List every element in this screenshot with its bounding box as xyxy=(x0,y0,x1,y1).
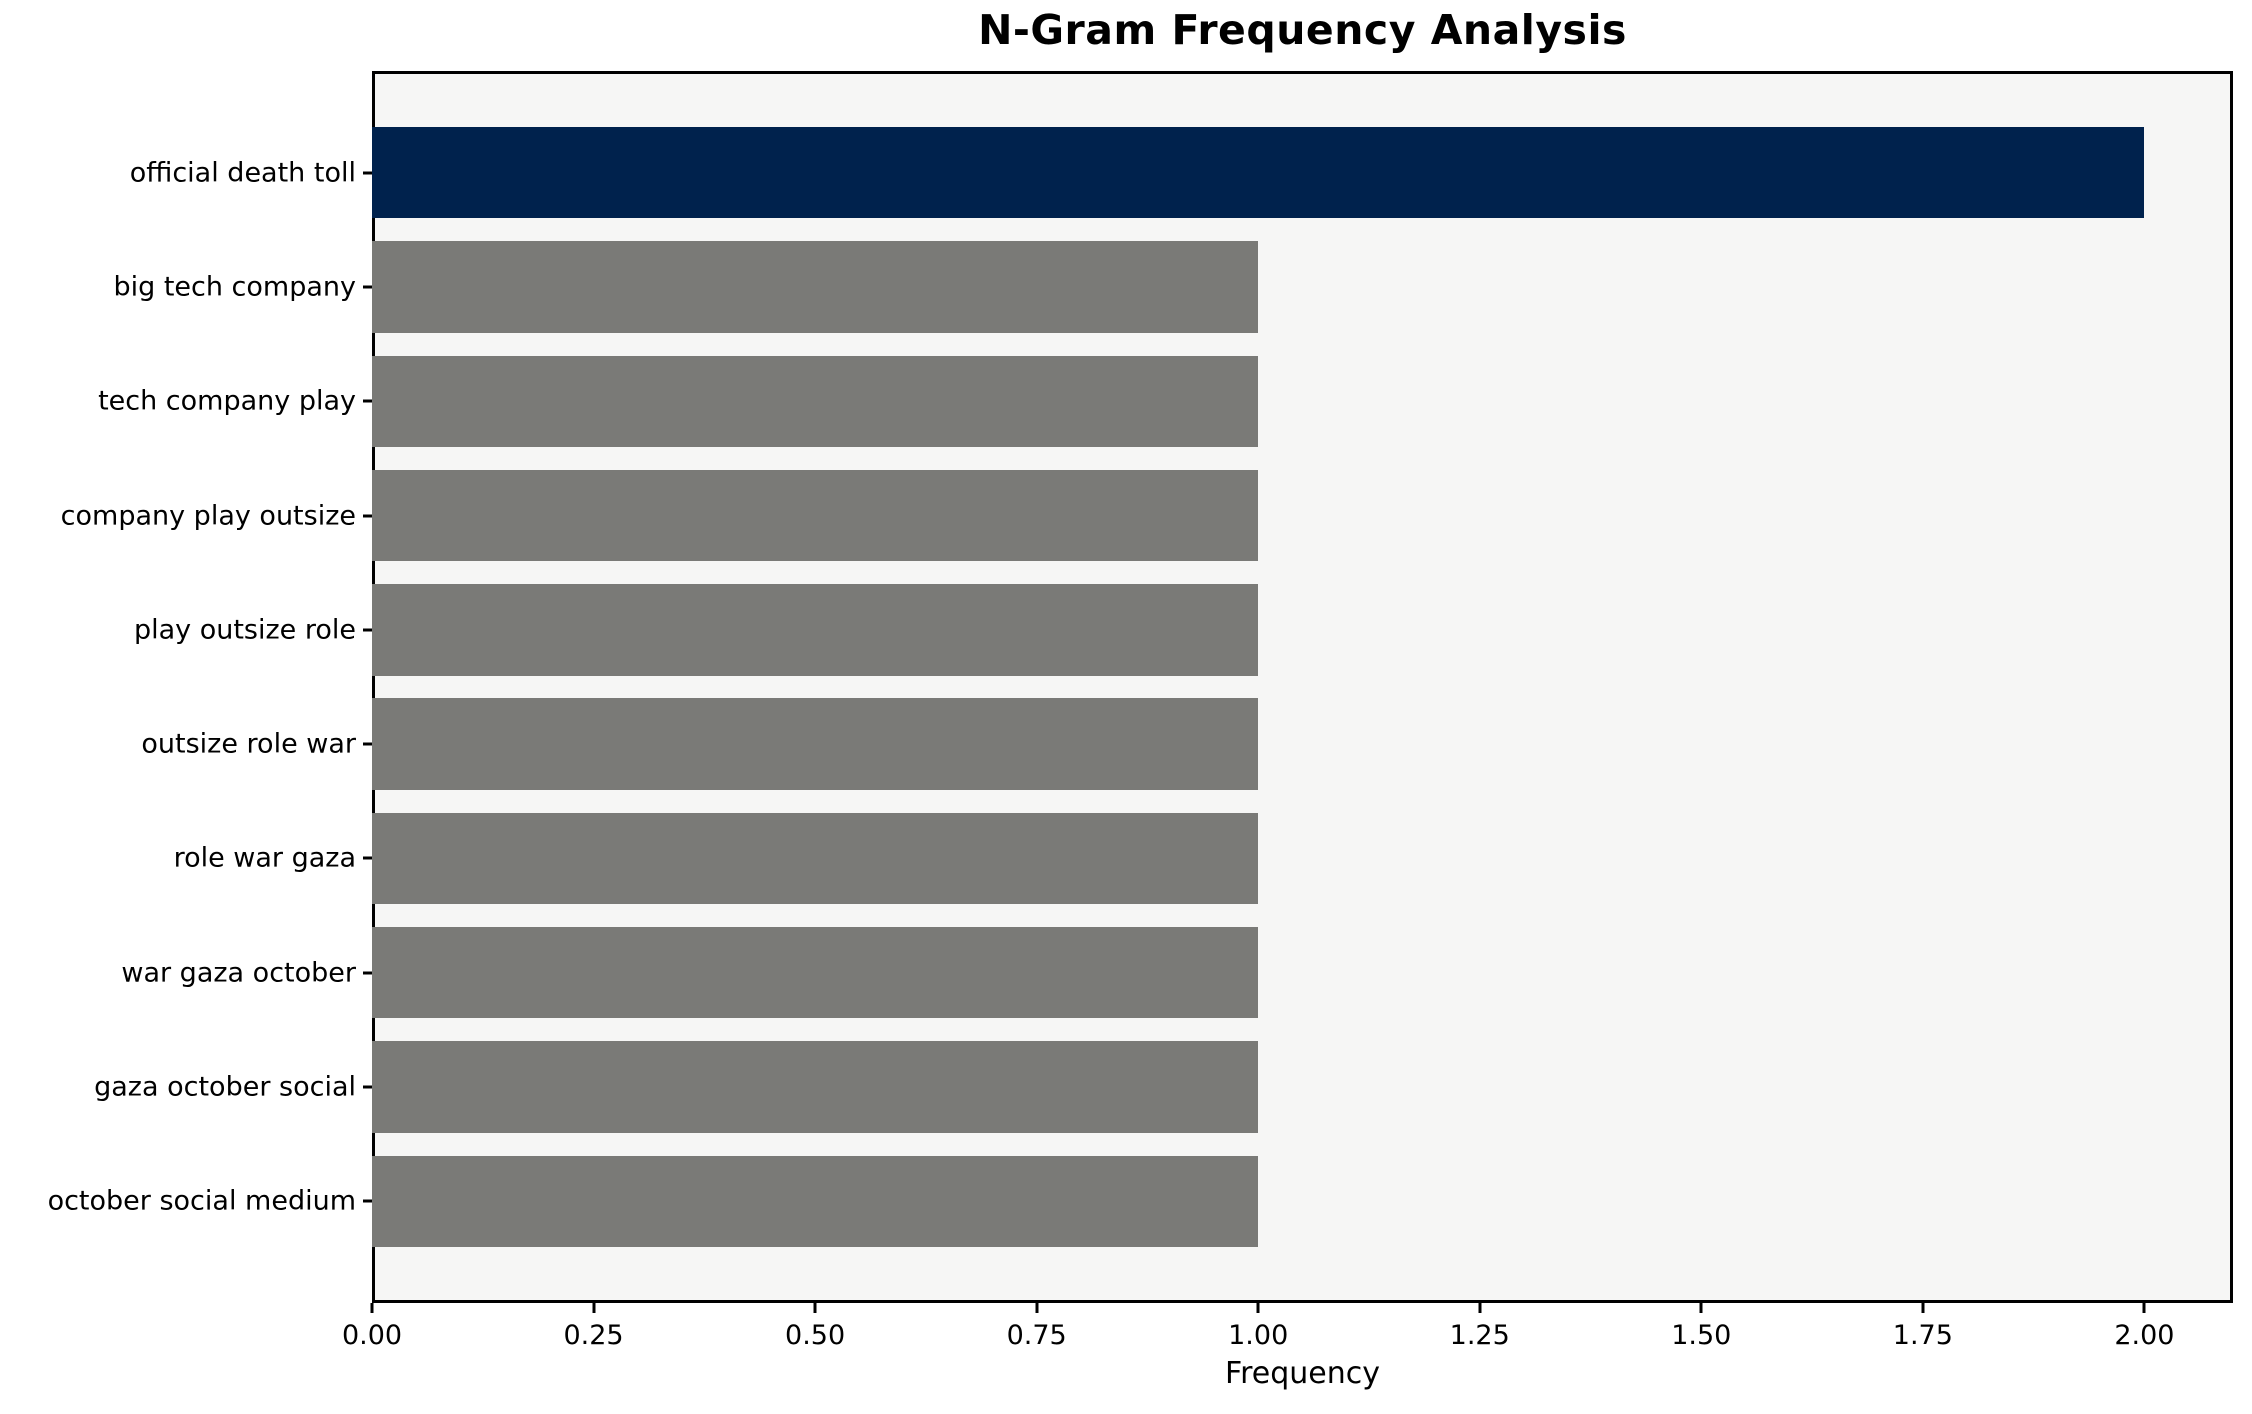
x-tick-label: 1.00 xyxy=(1228,1320,1289,1351)
bar-gaza-october-social xyxy=(372,1041,1259,1133)
bar-october-social-medium xyxy=(372,1155,1259,1247)
y-tick-mark xyxy=(363,628,372,632)
bar-role-war-gaza xyxy=(372,812,1259,905)
y-tick-mark xyxy=(363,971,372,975)
bar-war-gaza-october xyxy=(372,927,1259,1019)
x-tick-mark xyxy=(2142,1303,2146,1313)
x-axis-label: Frequency xyxy=(1225,1356,1380,1391)
x-tick-label: 2.00 xyxy=(2114,1320,2175,1351)
x-tick-mark xyxy=(1921,1303,1925,1313)
x-tick-label: 0.25 xyxy=(563,1320,624,1351)
y-tick-label: official death toll xyxy=(129,157,356,189)
chart-title: N-Gram Frequency Analysis xyxy=(978,6,1627,54)
y-tick-mark xyxy=(363,742,372,746)
y-tick-mark xyxy=(363,514,372,518)
x-tick-label: 1.25 xyxy=(1449,1320,1510,1351)
bar-play-outsize-role xyxy=(372,584,1259,676)
bar-tech-company-play xyxy=(372,355,1259,447)
x-tick-mark xyxy=(1699,1303,1703,1313)
y-tick-label: war gaza october xyxy=(121,957,356,989)
bar-outsize-role-war xyxy=(372,698,1259,790)
y-tick-mark xyxy=(363,171,372,175)
x-tick-mark xyxy=(1478,1303,1482,1313)
y-tick-label: october social medium xyxy=(47,1185,356,1217)
x-tick-label: 1.50 xyxy=(1671,1320,1732,1351)
y-tick-mark xyxy=(363,1085,372,1089)
y-tick-mark xyxy=(363,285,372,289)
bar-official-death-toll xyxy=(372,127,2145,219)
y-tick-label: gaza october social xyxy=(94,1071,356,1103)
x-tick-mark xyxy=(592,1303,596,1313)
bar-big-tech-company xyxy=(372,241,1259,333)
y-tick-label: tech company play xyxy=(98,385,356,417)
x-tick-label: 0.50 xyxy=(785,1320,846,1351)
x-tick-mark xyxy=(1256,1303,1260,1313)
y-tick-mark xyxy=(363,399,372,403)
x-tick-label: 0.75 xyxy=(1006,1320,1067,1351)
x-tick-mark xyxy=(370,1303,374,1313)
x-tick-label: 0.00 xyxy=(341,1320,403,1351)
x-tick-label: 1.75 xyxy=(1892,1320,1953,1351)
bar-company-play-outsize xyxy=(372,469,1259,562)
y-tick-mark xyxy=(363,856,372,860)
y-tick-label: role war gaza xyxy=(173,842,356,874)
y-tick-label: outsize role war xyxy=(141,728,356,760)
y-tick-mark xyxy=(363,1199,372,1203)
plot-area xyxy=(372,71,2233,1303)
y-tick-label: company play outsize xyxy=(60,500,356,532)
x-tick-mark xyxy=(813,1303,817,1313)
y-tick-label: big tech company xyxy=(113,271,356,303)
y-tick-label: play outsize role xyxy=(133,614,356,646)
x-tick-mark xyxy=(1035,1303,1039,1313)
